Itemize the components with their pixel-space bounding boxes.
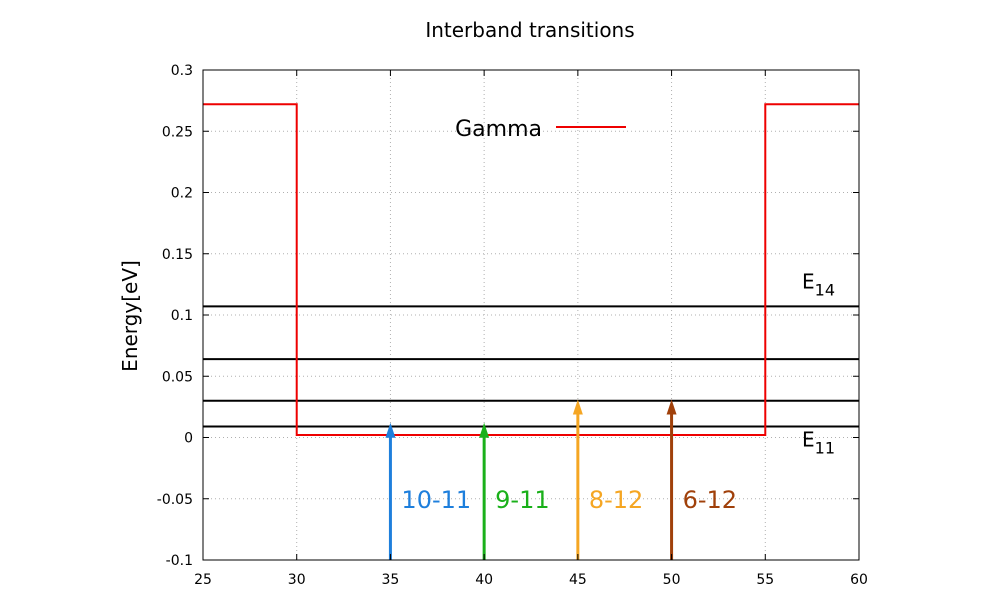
series-line-gamma bbox=[203, 103, 859, 437]
transition-label: 8-12 bbox=[589, 486, 643, 514]
transition-label: 6-12 bbox=[683, 486, 737, 514]
transition-arrow-head bbox=[572, 399, 583, 415]
plot-border bbox=[202, 69, 860, 561]
transition-label: 10-11 bbox=[401, 486, 471, 514]
x-tick-label: 25 bbox=[194, 572, 212, 588]
y-tick-label: 0 bbox=[184, 431, 193, 447]
y-tick-label: 0.15 bbox=[162, 247, 193, 263]
legend-label-gamma: Gamma bbox=[455, 117, 542, 142]
plot-frame bbox=[202, 69, 860, 561]
y-tick-label: 0.05 bbox=[162, 369, 193, 385]
y-tick-label: 0.1 bbox=[171, 308, 193, 324]
x-tick-label: 35 bbox=[382, 572, 400, 588]
y-tick-label: -0.1 bbox=[166, 553, 193, 569]
chart-title: Interband transitions bbox=[425, 18, 634, 42]
x-tick-label: 60 bbox=[850, 572, 868, 588]
y-tick-label: 0.3 bbox=[171, 63, 193, 79]
tick-labels: 25 30 35 40 45 50 55 60 -0.1 -0.05 0 0.05 0.1 0.15 0.2… bbox=[157, 63, 868, 588]
y-tick-label: 0.2 bbox=[171, 186, 193, 202]
x-tick-label: 50 bbox=[663, 572, 681, 588]
legend: Gamma bbox=[455, 117, 626, 142]
transition-label: 9-11 bbox=[495, 486, 549, 514]
transition-arrow-head bbox=[385, 422, 396, 438]
transition-arrow-head bbox=[479, 422, 490, 438]
x-tick-label: 40 bbox=[475, 572, 493, 588]
x-tick-label: 55 bbox=[756, 572, 774, 588]
transition-arrow-head bbox=[666, 399, 677, 415]
y-axis-label: Energy[eV] bbox=[118, 260, 142, 372]
energy-level-subscript: 14 bbox=[815, 280, 835, 299]
series bbox=[203, 103, 859, 437]
energy-level-subscript: 11 bbox=[815, 438, 835, 457]
y-tick-label: -0.05 bbox=[157, 492, 193, 508]
y-tick-label: 0.25 bbox=[162, 124, 193, 140]
x-tick-label: 45 bbox=[569, 572, 587, 588]
x-tick-label: 30 bbox=[288, 572, 306, 588]
transition-arrows: 10-11 9-11 8-12 6-12 bbox=[385, 399, 737, 560]
